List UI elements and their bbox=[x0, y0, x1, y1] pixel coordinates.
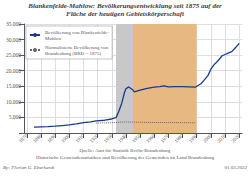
svg-text:Brandenburg (BRD = 1875): Brandenburg (BRD = 1875) bbox=[45, 51, 102, 56]
svg-text:1980: 1980 bbox=[174, 133, 185, 144]
svg-text:2020: 2020 bbox=[230, 133, 241, 144]
svg-text:1950: 1950 bbox=[131, 133, 142, 144]
svg-text:2010: 2010 bbox=[216, 133, 227, 144]
svg-text:1990: 1990 bbox=[188, 133, 199, 144]
svg-text:1870: 1870 bbox=[18, 133, 29, 144]
svg-text:15.000: 15.000 bbox=[6, 83, 21, 89]
svg-text:Normalisierte Bevölkerung von: Normalisierte Bevölkerung von bbox=[45, 45, 109, 50]
svg-text:Quelle: Amt für Statistik Berl: Quelle: Amt für Statistik Berlin-Branden… bbox=[79, 148, 170, 153]
svg-text:By: Florian G. Eberhardt: By: Florian G. Eberhardt bbox=[3, 165, 55, 170]
svg-text:Blankenfelde-Mahlow: Bevölkeru: Blankenfelde-Mahlow: Bevölkerungsentwick… bbox=[27, 2, 222, 10]
svg-text:1940: 1940 bbox=[117, 133, 128, 144]
svg-text:Mahlow: Mahlow bbox=[45, 36, 62, 41]
svg-text:30.000: 30.000 bbox=[6, 37, 21, 43]
svg-text:1890: 1890 bbox=[46, 133, 57, 144]
svg-text:1920: 1920 bbox=[89, 133, 100, 144]
svg-text:01.03.2022: 01.03.2022 bbox=[225, 165, 248, 170]
svg-text:Historische Gemeindestatistike: Historische Gemeindestatistiken und Bevö… bbox=[36, 155, 214, 160]
svg-text:1960: 1960 bbox=[145, 133, 156, 144]
svg-text:2000: 2000 bbox=[202, 133, 213, 144]
svg-text:1910: 1910 bbox=[75, 133, 86, 144]
svg-text:1970: 1970 bbox=[160, 133, 171, 144]
svg-text:35.000: 35.000 bbox=[6, 21, 21, 27]
svg-text:1880: 1880 bbox=[32, 133, 43, 144]
svg-text:1900: 1900 bbox=[60, 133, 71, 144]
svg-text:5.000: 5.000 bbox=[9, 114, 22, 120]
svg-text:1930: 1930 bbox=[103, 133, 114, 144]
svg-text:20.000: 20.000 bbox=[6, 68, 21, 74]
svg-text:10.000: 10.000 bbox=[6, 99, 21, 105]
svg-text:Bevölkerung von Blankenfelde-: Bevölkerung von Blankenfelde- bbox=[45, 30, 109, 35]
svg-text:Fläche der heutigen Gebietskör: Fläche der heutigen Gebietskörperschaft bbox=[66, 10, 185, 18]
svg-text:25.000: 25.000 bbox=[6, 52, 21, 58]
